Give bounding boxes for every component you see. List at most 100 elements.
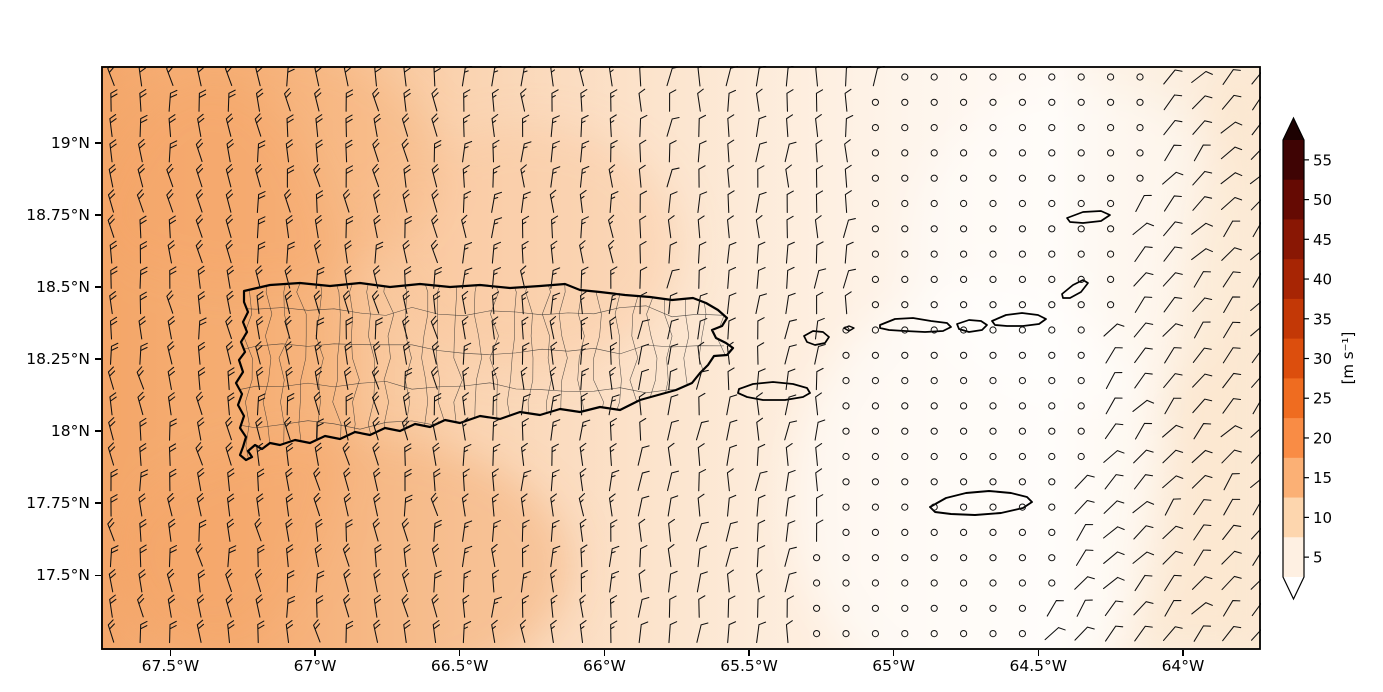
wind-barb bbox=[610, 140, 618, 163]
calm-circle bbox=[842, 503, 850, 511]
wind-barb bbox=[1251, 626, 1261, 641]
wind-barb bbox=[550, 267, 561, 289]
wind-barb bbox=[1046, 600, 1064, 617]
calm-circle bbox=[930, 149, 938, 157]
wind-barb bbox=[462, 140, 473, 163]
wind-barb bbox=[168, 443, 177, 467]
wind-barb bbox=[255, 417, 263, 441]
wind-barb bbox=[1162, 475, 1184, 489]
calm-circle bbox=[1018, 427, 1027, 435]
wind-barb bbox=[255, 88, 264, 112]
calm-circle bbox=[989, 225, 997, 233]
wind-barb bbox=[226, 139, 234, 163]
wind-barb bbox=[726, 292, 737, 315]
wind-barb bbox=[1250, 475, 1261, 489]
calm-circle bbox=[871, 630, 880, 638]
calm-circle bbox=[1048, 149, 1056, 157]
wind-barb bbox=[1164, 498, 1182, 516]
wind-barb bbox=[816, 494, 824, 517]
wind-barb bbox=[344, 341, 352, 365]
wind-barb bbox=[168, 114, 176, 138]
wind-barb bbox=[314, 215, 323, 239]
wind-barb bbox=[256, 442, 264, 466]
wind-barb bbox=[139, 544, 147, 568]
wind-barb bbox=[315, 190, 324, 214]
wind-barb bbox=[815, 443, 823, 466]
wind-barb bbox=[1222, 69, 1241, 85]
wind-barb bbox=[1163, 626, 1183, 641]
wind-barb bbox=[521, 215, 530, 239]
x-axis-tick-label: 64.5°W bbox=[1009, 657, 1068, 675]
x-axis-tick bbox=[314, 650, 316, 656]
calm-circle bbox=[842, 452, 850, 461]
wind-barb bbox=[491, 113, 499, 138]
wind-barb bbox=[314, 240, 322, 264]
calm-circle bbox=[989, 199, 997, 208]
wind-barb bbox=[815, 139, 823, 163]
wind-barb bbox=[521, 342, 530, 365]
wind-barb bbox=[814, 419, 826, 441]
wind-barb bbox=[225, 315, 233, 340]
colorbar-tick-label: 30 bbox=[1313, 350, 1332, 368]
wind-barb bbox=[372, 518, 380, 542]
calm-circle bbox=[989, 528, 997, 536]
wind-barb bbox=[1193, 549, 1212, 566]
calm-circle bbox=[1018, 377, 1027, 385]
wind-barb bbox=[668, 621, 678, 644]
wind-barb bbox=[491, 493, 499, 517]
calm-circle bbox=[1048, 528, 1056, 536]
calm-circle bbox=[930, 250, 938, 258]
wind-barb bbox=[669, 89, 677, 112]
wind-barb bbox=[285, 366, 293, 391]
wind-barb bbox=[462, 468, 470, 492]
wind-barb bbox=[257, 468, 265, 492]
wind-barb bbox=[110, 89, 118, 112]
wind-barb bbox=[521, 544, 530, 568]
wind-barb bbox=[580, 368, 589, 391]
calm-circle bbox=[901, 528, 909, 536]
calm-circle bbox=[1077, 402, 1085, 410]
wind-barb bbox=[698, 469, 707, 492]
calm-circle bbox=[1018, 149, 1027, 157]
calm-circle bbox=[1107, 225, 1115, 233]
wind-barb bbox=[551, 443, 559, 467]
wind-barb bbox=[579, 189, 587, 213]
calm-circle bbox=[989, 351, 997, 359]
wind-barb bbox=[462, 114, 471, 138]
wind-barb bbox=[284, 315, 292, 340]
wind-barb bbox=[695, 420, 709, 441]
wind-barb bbox=[286, 595, 296, 618]
calm-circle bbox=[1077, 73, 1085, 81]
wind-barb bbox=[431, 88, 439, 112]
calm-circle bbox=[1048, 554, 1056, 562]
calm-circle bbox=[1077, 326, 1085, 334]
colorbar-tick-label: 15 bbox=[1313, 469, 1332, 487]
wind-barb bbox=[727, 595, 736, 618]
calm-circle bbox=[842, 554, 850, 562]
wind-barb bbox=[285, 518, 293, 542]
wind-barb bbox=[756, 392, 763, 416]
wind-barb bbox=[668, 368, 678, 391]
calm-circle bbox=[871, 427, 880, 435]
wind-barb bbox=[1192, 196, 1213, 211]
wind-barb bbox=[609, 366, 616, 391]
wind-barb bbox=[167, 316, 175, 340]
wind-barb bbox=[725, 521, 738, 542]
wind-barb bbox=[1163, 246, 1183, 262]
wind-barb bbox=[580, 317, 588, 340]
wind-barb bbox=[1251, 347, 1261, 364]
wind-barb bbox=[139, 215, 147, 239]
wind-barb bbox=[1192, 120, 1213, 135]
calm-circle bbox=[930, 478, 938, 486]
calm-circle bbox=[871, 326, 880, 334]
wind-barb bbox=[432, 442, 440, 466]
wind-barb bbox=[1164, 347, 1182, 364]
calm-circle bbox=[960, 402, 968, 410]
wind-barb bbox=[139, 291, 147, 315]
wind-barb bbox=[315, 317, 325, 340]
wind-barb bbox=[373, 467, 381, 492]
y-axis-tick-label: 18.5°N bbox=[36, 278, 90, 297]
calm-circle bbox=[960, 225, 968, 233]
calm-circle bbox=[842, 528, 850, 536]
wind-barb bbox=[785, 520, 796, 542]
